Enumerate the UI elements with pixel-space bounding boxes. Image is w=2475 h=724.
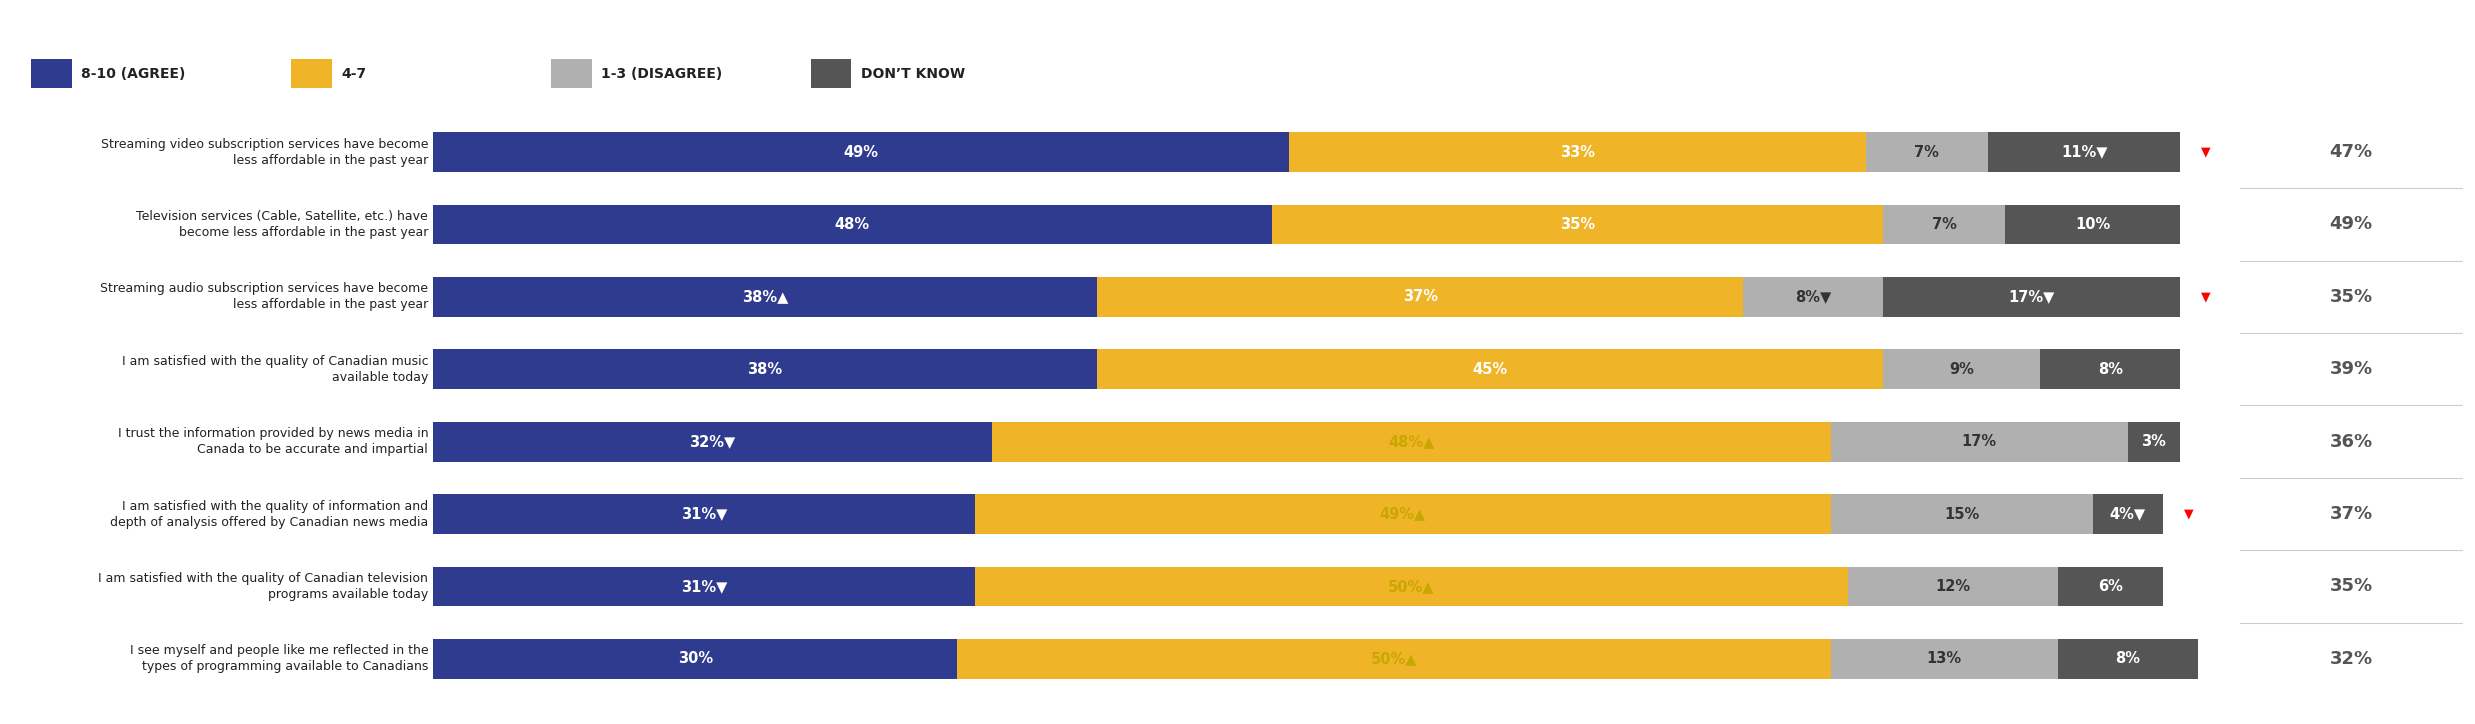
Bar <box>1832 639 2057 679</box>
Bar <box>1832 421 2128 462</box>
Bar <box>2094 494 2163 534</box>
Bar <box>433 277 1096 317</box>
Text: 50%▲: 50%▲ <box>1371 652 1418 666</box>
Bar <box>433 566 975 607</box>
Text: 38%: 38% <box>747 362 782 376</box>
Text: 4-7: 4-7 <box>342 67 366 81</box>
Bar <box>433 349 1096 390</box>
Text: I trust the information provided by news media in
Canada to be accurate and impa: I trust the information provided by news… <box>116 427 428 456</box>
Text: 35%: 35% <box>2329 288 2374 306</box>
Text: 35%: 35% <box>2329 578 2374 595</box>
Bar <box>433 639 958 679</box>
Bar <box>30 59 72 88</box>
Bar <box>975 566 1849 607</box>
Text: Television services (Cable, Satellite, etc.) have
become less affordable in the : Television services (Cable, Satellite, e… <box>136 210 428 239</box>
Text: 17%: 17% <box>1963 434 1997 449</box>
Text: 49%: 49% <box>844 145 879 159</box>
Text: I am satisfied with the quality of Canadian music
available today: I am satisfied with the quality of Canad… <box>121 355 428 384</box>
Text: 45%: 45% <box>1473 362 1507 376</box>
Text: 10%: 10% <box>2074 217 2111 232</box>
Text: 8%: 8% <box>2116 652 2141 666</box>
Bar <box>433 494 975 534</box>
Text: 4%▼: 4%▼ <box>2109 507 2146 521</box>
Text: 50%▲: 50%▲ <box>1388 579 1436 594</box>
Text: 32%▼: 32%▼ <box>691 434 735 449</box>
Text: 32%: 32% <box>2329 650 2374 668</box>
Text: 35%: 35% <box>1559 217 1594 232</box>
Bar <box>2057 566 2163 607</box>
Text: 30%: 30% <box>678 652 713 666</box>
Text: 36%: 36% <box>2329 433 2374 450</box>
Text: 37%: 37% <box>2329 505 2374 523</box>
Text: 1-3 (DISAGREE): 1-3 (DISAGREE) <box>601 67 723 81</box>
Text: 17%▼: 17%▼ <box>2010 290 2054 304</box>
Bar <box>992 421 1832 462</box>
Bar <box>1289 132 1866 172</box>
Bar <box>2057 639 2198 679</box>
Bar <box>433 132 1289 172</box>
Text: 11%▼: 11%▼ <box>2062 145 2106 159</box>
Text: 38%▲: 38%▲ <box>742 290 787 304</box>
Text: I am satisfied with the quality of Canadian television
programs available today: I am satisfied with the quality of Canad… <box>99 572 428 601</box>
Text: 49%: 49% <box>2329 216 2374 233</box>
Text: 31%▼: 31%▼ <box>681 507 728 521</box>
Bar <box>1987 132 2180 172</box>
Bar <box>1832 494 2094 534</box>
Text: Streaming audio subscription services have become
less affordable in the past ye: Streaming audio subscription services ha… <box>99 282 428 311</box>
Text: Streaming video subscription services have become
less affordable in the past ye: Streaming video subscription services ha… <box>101 138 428 167</box>
Text: 7%: 7% <box>1933 217 1958 232</box>
Text: 47%: 47% <box>2329 143 2374 161</box>
Bar <box>1883 277 2180 317</box>
Text: 15%: 15% <box>1945 507 1980 521</box>
Bar <box>1096 349 1883 390</box>
Text: 8-10 (AGREE): 8-10 (AGREE) <box>82 67 186 81</box>
Text: 37%: 37% <box>1403 290 1438 304</box>
Bar <box>1883 349 2039 390</box>
Text: 12%: 12% <box>1935 579 1970 594</box>
Text: 6%: 6% <box>2099 579 2124 594</box>
Bar <box>292 59 332 88</box>
Bar <box>958 639 1832 679</box>
Bar <box>1272 204 1883 245</box>
Text: ▼: ▼ <box>2200 290 2210 303</box>
Text: 9%: 9% <box>1950 362 1975 376</box>
Text: 39%: 39% <box>2329 361 2374 378</box>
Bar <box>2039 349 2180 390</box>
Bar <box>2005 204 2180 245</box>
Bar <box>433 421 992 462</box>
Text: 8%: 8% <box>2099 362 2124 376</box>
Bar <box>1742 277 1883 317</box>
Bar <box>1883 204 2005 245</box>
Text: % AGREE
2023: % AGREE 2023 <box>2309 52 2393 93</box>
Text: I see myself and people like me reflected in the
types of programming available : I see myself and people like me reflecte… <box>129 644 428 673</box>
Text: 8%▼: 8%▼ <box>1794 290 1832 304</box>
Text: ▼: ▼ <box>2183 508 2193 521</box>
Bar <box>1866 132 1987 172</box>
Text: 48%▲: 48%▲ <box>1388 434 1436 449</box>
Text: 31%▼: 31%▼ <box>681 579 728 594</box>
Text: 13%: 13% <box>1926 652 1963 666</box>
Text: 48%: 48% <box>834 217 871 232</box>
Bar <box>2128 421 2180 462</box>
Text: DON’T KNOW: DON’T KNOW <box>861 67 965 81</box>
Bar <box>1849 566 2057 607</box>
Text: ▼: ▼ <box>2200 146 2210 159</box>
Bar <box>812 59 851 88</box>
Text: I am satisfied with the quality of information and
depth of analysis offered by : I am satisfied with the quality of infor… <box>109 500 428 529</box>
Bar <box>975 494 1832 534</box>
Bar <box>552 59 592 88</box>
Text: 33%: 33% <box>1559 145 1594 159</box>
Text: 3%: 3% <box>2141 434 2166 449</box>
Text: 7%: 7% <box>1916 145 1940 159</box>
Bar <box>1096 277 1742 317</box>
Bar <box>433 204 1272 245</box>
Text: 49%▲: 49%▲ <box>1379 507 1426 521</box>
